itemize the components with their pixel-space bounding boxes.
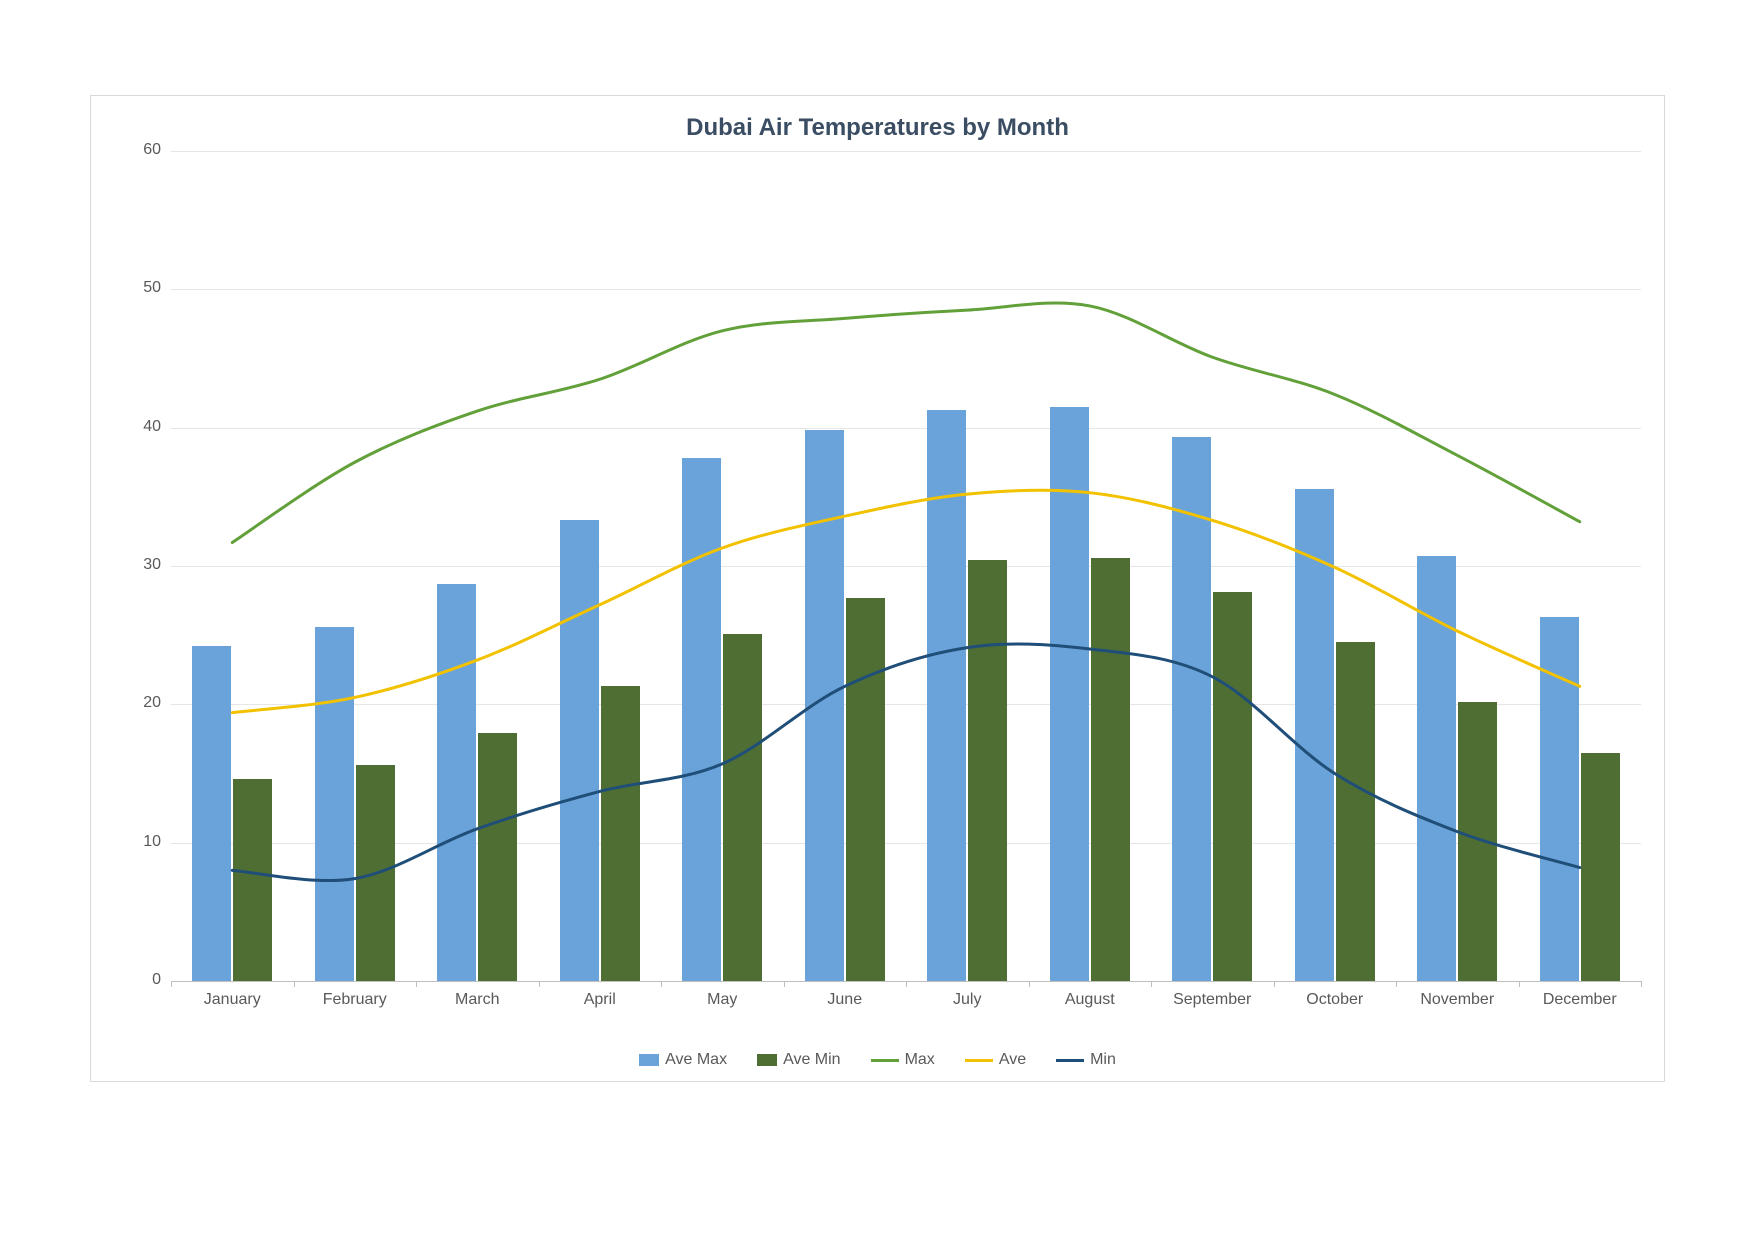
x-tick-label: April (539, 991, 662, 1009)
legend-label: Ave (999, 1051, 1026, 1069)
legend: Ave Max Ave Min Max Ave Min (91, 1051, 1664, 1069)
x-tick-mark (416, 981, 417, 987)
legend-swatch-line (965, 1059, 993, 1062)
page: Dubai Air Temperatures by Month 01020304… (0, 0, 1755, 1241)
legend-item-ave-min: Ave Min (757, 1051, 841, 1069)
x-tick-label: December (1519, 991, 1642, 1009)
line-ave (232, 490, 1580, 712)
legend-swatch-line (1056, 1059, 1084, 1062)
y-tick-label: 30 (116, 556, 161, 574)
x-tick-label: March (416, 991, 539, 1009)
legend-item-ave-max: Ave Max (639, 1051, 727, 1069)
x-tick-label: June (784, 991, 907, 1009)
y-tick-label: 40 (116, 418, 161, 436)
x-tick-mark (294, 981, 295, 987)
x-tick-mark (171, 981, 172, 987)
x-tick-label: October (1274, 991, 1397, 1009)
legend-swatch-bar (639, 1054, 659, 1066)
x-tick-label: February (294, 991, 417, 1009)
x-tick-mark (661, 981, 662, 987)
x-tick-mark (784, 981, 785, 987)
legend-item-max: Max (871, 1051, 935, 1069)
x-tick-label: September (1151, 991, 1274, 1009)
x-tick-mark (1641, 981, 1642, 987)
x-tick-mark (1274, 981, 1275, 987)
legend-item-ave: Ave (965, 1051, 1026, 1069)
legend-label: Ave Max (665, 1051, 727, 1069)
y-tick-label: 20 (116, 694, 161, 712)
x-tick-mark (539, 981, 540, 987)
chart-frame: Dubai Air Temperatures by Month 01020304… (90, 95, 1665, 1082)
x-tick-label: May (661, 991, 784, 1009)
legend-label: Min (1090, 1051, 1116, 1069)
legend-swatch-bar (757, 1054, 777, 1066)
x-tick-mark (1396, 981, 1397, 987)
y-tick-label: 60 (116, 141, 161, 159)
legend-item-min: Min (1056, 1051, 1116, 1069)
line-min (232, 644, 1580, 881)
y-tick-label: 0 (116, 971, 161, 989)
x-tick-mark (1029, 981, 1030, 987)
line-overlay (171, 151, 1641, 981)
y-tick-label: 50 (116, 279, 161, 297)
legend-swatch-line (871, 1059, 899, 1062)
x-tick-label: August (1029, 991, 1152, 1009)
x-tick-mark (906, 981, 907, 987)
x-tick-mark (1519, 981, 1520, 987)
y-tick-label: 10 (116, 833, 161, 851)
plot-area: 0102030405060JanuaryFebruaryMarchAprilMa… (171, 151, 1641, 981)
x-tick-mark (1151, 981, 1152, 987)
x-tick-label: January (171, 991, 294, 1009)
legend-label: Max (905, 1051, 935, 1069)
legend-label: Ave Min (783, 1051, 841, 1069)
x-tick-label: November (1396, 991, 1519, 1009)
x-tick-label: July (906, 991, 1029, 1009)
chart-title: Dubai Air Temperatures by Month (91, 114, 1664, 142)
line-max (232, 303, 1580, 543)
